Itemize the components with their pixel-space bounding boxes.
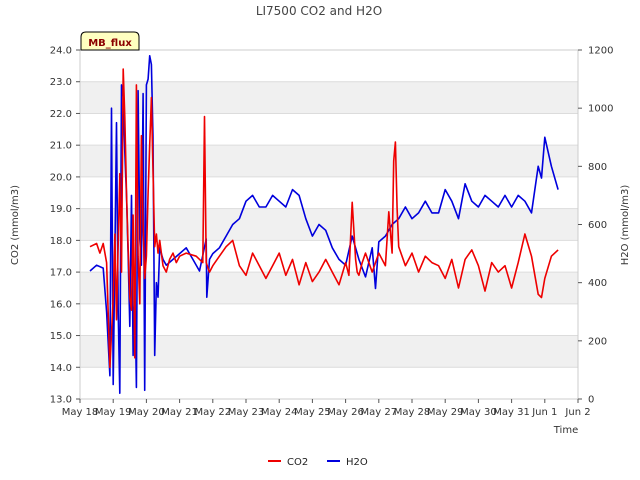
- y-tick-label: 19.0: [50, 204, 72, 215]
- x-tick-label: May 28: [394, 407, 431, 418]
- y2-tick-label: 1200: [588, 46, 613, 57]
- y-tick-label: 24.0: [50, 46, 72, 57]
- y2-tick-label: 0: [588, 395, 594, 406]
- band-18: [80, 208, 578, 241]
- y2-tick-label: 400: [588, 278, 607, 289]
- y-tick-label: 23.0: [50, 77, 72, 88]
- y-tick-label: 17.0: [50, 268, 72, 279]
- y-tick-label: 16.0: [50, 299, 72, 310]
- badge-box: [80, 31, 140, 51]
- band-22: [80, 81, 578, 114]
- x-tick-label: May 24: [261, 407, 298, 418]
- axis-ticks: 13.0 14.0 15.0 16.0 17.0 18.0 19.0 20.0 21.0 22.0…: [50, 46, 614, 419]
- badge: MB_flux: [80, 31, 140, 51]
- y-tick-label: 20.0: [50, 172, 72, 183]
- band-20: [80, 145, 578, 177]
- y-tick-label: 13.0: [50, 395, 72, 406]
- legend: CO2 H2O: [268, 457, 368, 468]
- y-tick-label: 21.0: [50, 141, 72, 152]
- x-tick-label: May 23: [228, 407, 265, 418]
- series-line-h2o: [89, 54, 559, 395]
- y2-tick-label: 1000: [588, 104, 613, 115]
- plot-bands: [80, 81, 578, 368]
- series-line-co2: [89, 68, 559, 369]
- x-tick-label: May 25: [294, 407, 331, 418]
- x-tick-label: Jun 2: [564, 407, 590, 418]
- y-tick-label: 18.0: [50, 236, 72, 247]
- series-layer: [89, 54, 559, 395]
- y2-tick-label: 800: [588, 162, 607, 173]
- x-tick-label: May 26: [327, 407, 364, 418]
- x-tick-label: May 31: [493, 407, 530, 418]
- x-tick-label: May 27: [361, 407, 398, 418]
- y-tick-label: 22.0: [50, 109, 72, 120]
- x-tick-label: May 22: [195, 407, 232, 418]
- chart-title: LI7500 CO2 and H2O: [256, 4, 382, 18]
- band-16: [80, 272, 578, 304]
- x-tick-label: May 18: [62, 407, 99, 418]
- y2-tick-label: 600: [588, 220, 607, 231]
- x-tick-label: May 21: [161, 407, 198, 418]
- band-14: [80, 335, 578, 368]
- y2-tick-label: 200: [588, 336, 607, 347]
- y-tick-label: 15.0: [50, 331, 72, 342]
- legend-h2o-label: H2O: [346, 457, 368, 468]
- legend-co2-label: CO2: [287, 457, 308, 468]
- x-tick-label: May 19: [95, 407, 132, 418]
- x-tick-label: May 20: [128, 407, 165, 418]
- x-tick-label: May 29: [427, 407, 464, 418]
- y2-axis-title: H2O (mmol/m3): [620, 185, 631, 266]
- x-tick-label: May 30: [460, 407, 497, 418]
- x-tick-label: Jun 1: [531, 407, 557, 418]
- y-tick-label: 14.0: [50, 363, 72, 374]
- x-axis-title: Time: [553, 425, 578, 436]
- y-axis-title: CO2 (mmol/m3): [10, 185, 21, 265]
- badge-label: MB_flux: [88, 38, 132, 49]
